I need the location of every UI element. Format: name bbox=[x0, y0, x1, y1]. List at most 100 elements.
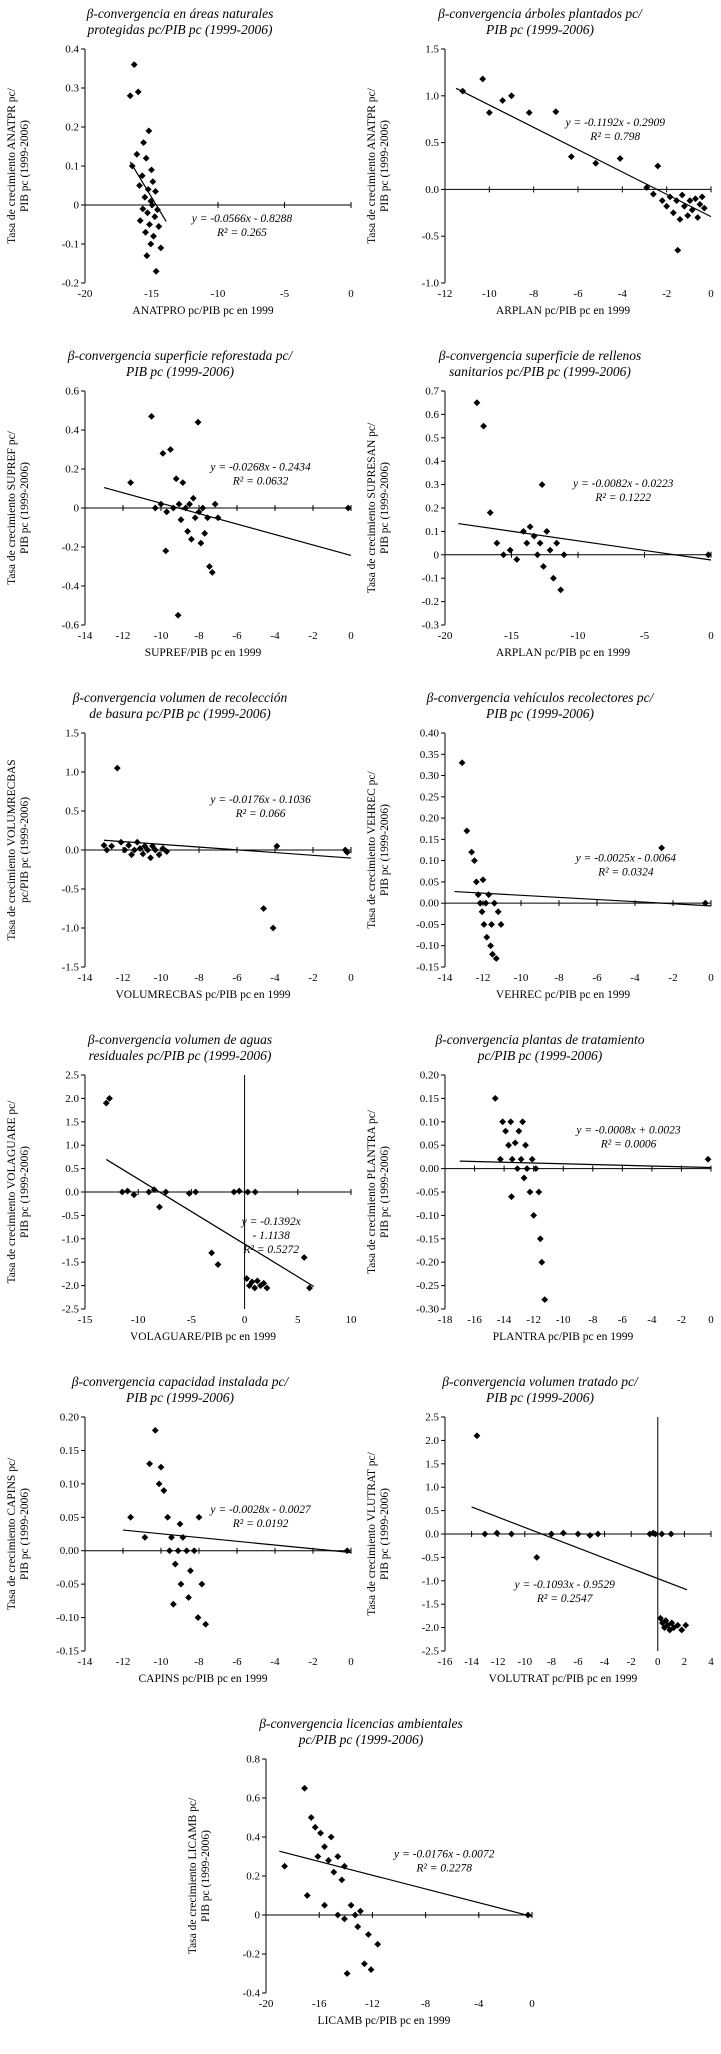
x-tick-label: -2 bbox=[308, 1656, 317, 1668]
x-tick-label: -2 bbox=[668, 972, 677, 984]
data-point bbox=[333, 1911, 341, 1919]
chart-svg-capacidad-instalada: β-convergencia capacidad instalada pc/PI… bbox=[6, 1374, 354, 1685]
x-tick-label: -4 bbox=[618, 288, 628, 300]
data-point bbox=[155, 851, 163, 859]
data-point bbox=[155, 223, 163, 230]
scatter-points bbox=[459, 75, 708, 254]
y-tick-label: 0.05 bbox=[420, 1140, 440, 1152]
data-point bbox=[157, 244, 165, 252]
equation-line: R² = 0.798 bbox=[589, 131, 640, 143]
data-point bbox=[172, 475, 180, 483]
x-tick-label: -2 bbox=[308, 972, 317, 984]
data-point bbox=[508, 1155, 516, 1163]
chart-volumen-tratado: β-convergencia volumen tratado pc/PIB pc… bbox=[360, 1369, 720, 1711]
data-point bbox=[141, 1533, 149, 1541]
y-tick-label: 0.2 bbox=[65, 464, 79, 476]
data-point bbox=[164, 1513, 172, 1521]
data-point bbox=[136, 845, 144, 852]
data-point bbox=[127, 1513, 134, 1521]
y-tick-label: -0.10 bbox=[416, 940, 439, 952]
data-point bbox=[681, 202, 688, 210]
trend-line bbox=[103, 486, 352, 557]
y-tick-label: 1.0 bbox=[425, 1482, 439, 1494]
x-axis-title: ANATPRO pc/PIB pc en 1999 bbox=[132, 305, 273, 317]
y-tick-label: 1.5 bbox=[65, 728, 79, 740]
data-point bbox=[499, 1118, 507, 1126]
y-tick-label: -0.2 bbox=[242, 1949, 259, 1961]
chart-title-line: β-convergencia capacidad instalada pc/ bbox=[71, 1374, 290, 1389]
data-point bbox=[179, 479, 187, 487]
y-tick-label: 0 bbox=[434, 549, 440, 561]
data-point bbox=[145, 127, 153, 135]
data-point bbox=[118, 1188, 126, 1196]
x-tick-label: -6 bbox=[618, 1314, 628, 1326]
data-point bbox=[188, 535, 195, 543]
equation-line: R² = 0.1222 bbox=[594, 492, 651, 504]
data-point bbox=[185, 1594, 192, 1601]
data-point bbox=[543, 528, 551, 535]
data-point bbox=[592, 159, 600, 167]
data-point bbox=[192, 1188, 200, 1196]
chart-svg-superficie-reforestada: β-convergencia superficie reforestada pc… bbox=[6, 348, 354, 659]
x-tick-label: -10 bbox=[482, 288, 497, 300]
data-point bbox=[211, 500, 219, 508]
y-tick-label: 0.15 bbox=[60, 1445, 80, 1457]
data-point bbox=[184, 528, 191, 535]
data-point bbox=[497, 1155, 504, 1163]
x-axis-title: VEHREC pc/PIB pc en 1999 bbox=[496, 989, 630, 1001]
data-point bbox=[474, 891, 482, 899]
equation-line: R² = 0.0192 bbox=[232, 1518, 289, 1530]
data-point bbox=[300, 1784, 308, 1792]
data-point bbox=[506, 546, 514, 554]
data-point bbox=[494, 908, 502, 916]
y-axis-title-line: Tasa de crecimiento SUPRESAN pc/ bbox=[366, 422, 378, 593]
y-tick-label: -0.4 bbox=[62, 581, 80, 593]
x-axis-title: ARPLAN pc/PIB pc en 1999 bbox=[496, 305, 630, 317]
y-axis-title-line: PIB pc (1999-2006) bbox=[379, 1146, 391, 1238]
data-point bbox=[692, 195, 699, 203]
data-point bbox=[329, 1868, 337, 1876]
x-tick-label: -8 bbox=[588, 1314, 598, 1326]
x-tick-label: -14 bbox=[78, 1656, 93, 1668]
data-point bbox=[230, 1188, 238, 1196]
chart-title-line: PIB pc (1999-2006) bbox=[125, 1390, 234, 1405]
data-point bbox=[163, 848, 171, 855]
y-axis-title-line: Tasa de crecimiento SUPREF pc/ bbox=[6, 430, 18, 585]
chart-title-line: sanitarios pc/PIB pc (1999-2006) bbox=[449, 364, 631, 379]
data-point bbox=[343, 848, 351, 856]
data-point bbox=[134, 88, 142, 96]
data-point bbox=[162, 547, 170, 555]
y-tick-label: -2.0 bbox=[62, 1280, 80, 1292]
y-tick-label: -0.2 bbox=[62, 542, 79, 554]
y-axis-title-line: PIB pc (1999-2006) bbox=[379, 462, 391, 554]
chart-title-line: β-convergencia superficie de rellenos bbox=[438, 348, 642, 363]
x-tick-label: -6 bbox=[232, 1656, 242, 1668]
x-tick-label: -14 bbox=[497, 1314, 512, 1326]
y-tick-label: 0.20 bbox=[420, 813, 440, 825]
x-tick-label: 4 bbox=[708, 1656, 714, 1668]
data-point bbox=[364, 1931, 372, 1938]
equation-line: y = -0.0566x - 0.8288 bbox=[191, 213, 293, 225]
equation-line: R² = 0.5272 bbox=[242, 1244, 299, 1256]
chart-title-line: PIB pc (1999-2006) bbox=[125, 364, 234, 379]
data-point bbox=[493, 539, 501, 547]
data-point bbox=[159, 450, 167, 457]
chart-title-line: PIB pc (1999-2006) bbox=[485, 22, 594, 37]
data-point bbox=[534, 551, 541, 559]
data-point bbox=[560, 551, 568, 559]
y-tick-label: 2.5 bbox=[425, 1412, 439, 1424]
data-point bbox=[536, 1235, 544, 1243]
data-point bbox=[682, 1621, 690, 1629]
y-tick-label: -0.15 bbox=[416, 1233, 439, 1245]
data-point bbox=[154, 206, 161, 214]
data-point bbox=[117, 838, 125, 846]
y-tick-label: 0.6 bbox=[425, 409, 439, 421]
data-point bbox=[698, 193, 706, 201]
x-tick-label: -5 bbox=[280, 288, 290, 300]
x-tick-label: -10 bbox=[131, 1314, 146, 1326]
x-tick-label: -12 bbox=[365, 1998, 380, 2010]
data-point bbox=[156, 1203, 163, 1211]
data-point bbox=[478, 908, 486, 916]
y-tick-label: 0.05 bbox=[60, 1512, 80, 1524]
